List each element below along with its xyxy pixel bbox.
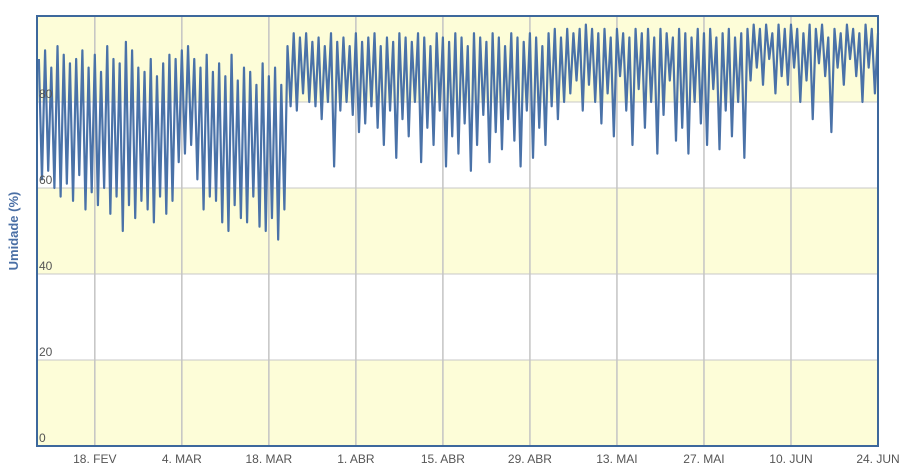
- labels: 0 20 40 60 80 18. FEV 4. MAR 18. MAR 1. ABR 15. A…: [39, 87, 900, 466]
- plot-band: [37, 188, 878, 274]
- x-tick-label: 18. FEV: [73, 452, 116, 466]
- x-tick-label: 4. MAR: [162, 452, 202, 466]
- y-tick-label: 0: [39, 431, 46, 445]
- x-tick-label: 27. MAI: [683, 452, 724, 466]
- plot-band: [37, 274, 878, 360]
- y-tick-label: 40: [39, 259, 53, 273]
- x-tick-label: 18. MAR: [246, 452, 293, 466]
- x-tick-label: 13. MAI: [596, 452, 637, 466]
- y-tick-label: 60: [39, 173, 53, 187]
- x-tick-label: 24. JUN: [856, 452, 899, 466]
- y-tick-label: 20: [39, 345, 53, 359]
- plot-band: [37, 360, 878, 446]
- y-axis-label: Umidade (%): [6, 192, 21, 271]
- x-tick-label: 29. ABR: [508, 452, 552, 466]
- series-layer: [37, 23, 880, 241]
- y-tick-label: 80: [39, 87, 53, 101]
- x-tick-label: 10. JUN: [769, 452, 812, 466]
- plot-border: [36, 15, 879, 447]
- x-tick-label: 15. ABR: [421, 452, 465, 466]
- data-line: [37, 23, 880, 241]
- x-tick-label: 1. ABR: [337, 452, 375, 466]
